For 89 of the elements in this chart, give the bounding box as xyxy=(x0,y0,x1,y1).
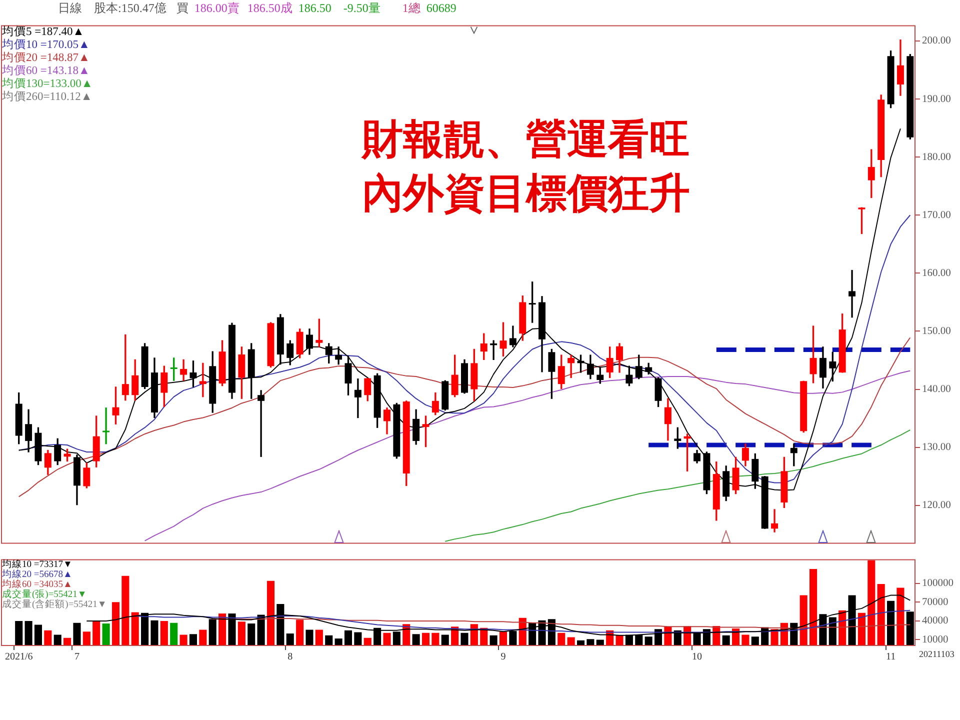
bar xyxy=(383,632,391,646)
bar xyxy=(170,622,178,646)
bar xyxy=(742,634,750,646)
bar xyxy=(809,569,818,646)
bar xyxy=(296,620,304,646)
text: 均價130=133.00▲ xyxy=(2,78,93,90)
bar xyxy=(567,637,575,646)
bar xyxy=(238,622,246,646)
text: 20211103 xyxy=(919,649,954,659)
y-tick-label: 200.00 xyxy=(922,36,951,47)
bar xyxy=(34,624,42,646)
x-tick-label: 7 xyxy=(74,652,80,663)
bar xyxy=(460,632,468,646)
text: 日線 股本:150.47億 買 186.00賣 186.50成 186.50 -9.50量 1總 60689 xyxy=(58,1,456,15)
bar xyxy=(73,622,81,646)
bar xyxy=(906,612,914,646)
x-tick-label: 9 xyxy=(500,652,506,663)
bar xyxy=(877,584,885,646)
x-tick-label: 8 xyxy=(288,652,293,663)
y-tick-label: 160.00 xyxy=(922,268,951,279)
y-tick-label: 180.00 xyxy=(922,152,951,163)
text: 均價60 =143.18▲ xyxy=(2,65,90,78)
y-tick-label: 130.00 xyxy=(922,442,951,454)
text: 均價5 =187.40▲ xyxy=(2,26,84,38)
bar xyxy=(558,632,566,646)
bar xyxy=(92,620,100,646)
y-tick-label: 40000 xyxy=(922,616,948,627)
bar xyxy=(441,634,449,646)
bar xyxy=(24,620,32,646)
x-tick-label: 10 xyxy=(692,652,702,663)
candlestick xyxy=(771,509,778,532)
y-tick-label: 100000 xyxy=(922,578,954,590)
bar xyxy=(160,620,168,646)
bar xyxy=(150,620,158,646)
y-tick-label: 10000 xyxy=(922,634,948,646)
bar xyxy=(248,623,256,646)
text: 財報靚、營運看旺內外資目標價狂升 xyxy=(362,114,691,219)
annotation: 成交量(張)=55421▼ xyxy=(2,590,87,600)
text: 均線20 =56678▲ xyxy=(2,570,72,580)
bar xyxy=(122,576,130,646)
bar xyxy=(218,613,226,646)
bar xyxy=(422,632,430,646)
bar xyxy=(44,630,52,646)
y-tick-label: 170.00 xyxy=(922,210,951,221)
annotation: 成交量(含鉅額)=55421▼ xyxy=(2,600,107,610)
bar xyxy=(82,632,90,646)
bar xyxy=(412,634,420,646)
y-tick-label: 190.00 xyxy=(922,94,951,105)
text: 均價20 =148.87▲ xyxy=(2,52,90,64)
text: 均線10 =73317▼ xyxy=(2,560,72,570)
y-tick-label: 140.00 xyxy=(922,384,951,396)
candlestick xyxy=(258,390,265,457)
bar xyxy=(354,632,362,646)
bar xyxy=(751,636,759,646)
bar xyxy=(102,623,110,646)
annotation: 均價260=110.12▲ xyxy=(2,91,92,104)
bar xyxy=(887,600,895,646)
bar xyxy=(286,633,294,646)
bar xyxy=(800,595,808,646)
bar xyxy=(432,632,440,646)
bar xyxy=(770,629,778,646)
x-tick-label: 2021/6 xyxy=(4,652,33,663)
candlestick xyxy=(354,378,362,418)
bar xyxy=(15,620,23,646)
bar xyxy=(344,630,352,646)
candlestick xyxy=(102,408,110,444)
bar xyxy=(266,580,275,646)
bar xyxy=(54,634,62,646)
bar xyxy=(499,632,508,646)
bar xyxy=(896,588,904,646)
bar xyxy=(189,634,198,646)
bar xyxy=(180,634,188,646)
bar xyxy=(112,602,120,646)
bar xyxy=(199,630,207,646)
candlestick xyxy=(335,346,342,365)
y-tick-label: 120.00 xyxy=(922,500,951,512)
y-tick-label: 70000 xyxy=(922,596,948,608)
bar xyxy=(616,635,624,646)
bar xyxy=(306,630,314,646)
bar xyxy=(858,612,866,646)
y-tick-label: 150.00 xyxy=(922,326,951,337)
bar xyxy=(131,612,139,646)
candlestick xyxy=(848,270,856,318)
text: 均價10 =170.05▲ xyxy=(2,39,90,52)
text: 均線60 =34035▲ xyxy=(2,580,72,590)
candlestick xyxy=(568,354,575,378)
x-tick-label: 11 xyxy=(886,652,896,663)
bar xyxy=(868,560,876,646)
bar xyxy=(315,630,323,646)
